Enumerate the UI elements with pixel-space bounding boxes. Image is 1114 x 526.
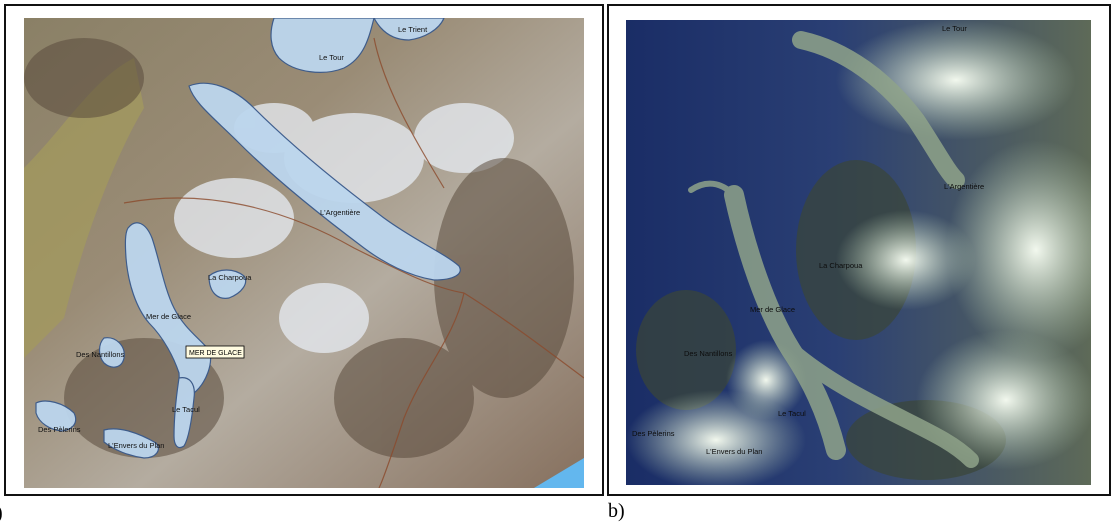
label-le-trient: Le Trient	[398, 25, 428, 34]
glacier-envers-du-plan	[103, 428, 159, 459]
snow-masses	[626, 20, 1091, 485]
label-argentiere: L'Argentière	[944, 182, 984, 191]
label-envers-du-plan: L'Envers du Plan	[108, 441, 164, 450]
label-charpoua: La Charpoua	[208, 273, 252, 282]
ridge-lines	[123, 37, 584, 488]
label-tacul: Le Tacul	[778, 409, 806, 418]
label-nantillons: Des Nantillons	[684, 349, 733, 358]
glacier-tongues	[688, 31, 979, 468]
glacier-argentiere	[188, 82, 461, 281]
glacier-pelerins	[35, 400, 77, 432]
label-argentiere: L'Argentière	[320, 208, 360, 217]
glacier-le-tour	[270, 18, 375, 73]
label-charpoua: La Charpoua	[819, 261, 863, 270]
label-tacul: Le Tacul	[172, 405, 200, 414]
glacier-le-trient	[373, 18, 445, 41]
label-le-tour: Le Tour	[942, 24, 967, 33]
panel-a-caption: )	[0, 502, 3, 525]
label-le-tour: Le Tour	[319, 53, 344, 62]
satellite-image: Le Tour L'Argentière La Charpoua Mer de …	[626, 20, 1091, 485]
ridge-shading	[24, 38, 574, 458]
label-nantillons: Des Nantillons	[76, 350, 125, 359]
valley-forest	[24, 58, 144, 358]
lake	[534, 458, 584, 488]
mer-de-glace-callout: MER DE GLACE	[185, 345, 245, 359]
glacier-nantillons	[98, 337, 125, 368]
glacier-outlines	[35, 18, 461, 459]
svg-text:MER DE GLACE: MER DE GLACE	[189, 350, 242, 357]
glacier-charpoua	[208, 269, 247, 299]
label-mer-de-glace: Mer de Glace	[146, 312, 191, 321]
label-pelerins: Des Pèlerins	[38, 425, 81, 434]
glacier-tacul	[173, 377, 195, 449]
label-mer-de-glace: Mer de Glace	[750, 305, 795, 314]
topographic-map: Le Tour Le Trient L'Argentière La Charpo…	[24, 18, 584, 488]
label-pelerins: Des Pèlerins	[632, 429, 675, 438]
label-envers-du-plan: L'Envers du Plan	[706, 447, 762, 456]
panel-b-caption: b)	[608, 500, 625, 522]
